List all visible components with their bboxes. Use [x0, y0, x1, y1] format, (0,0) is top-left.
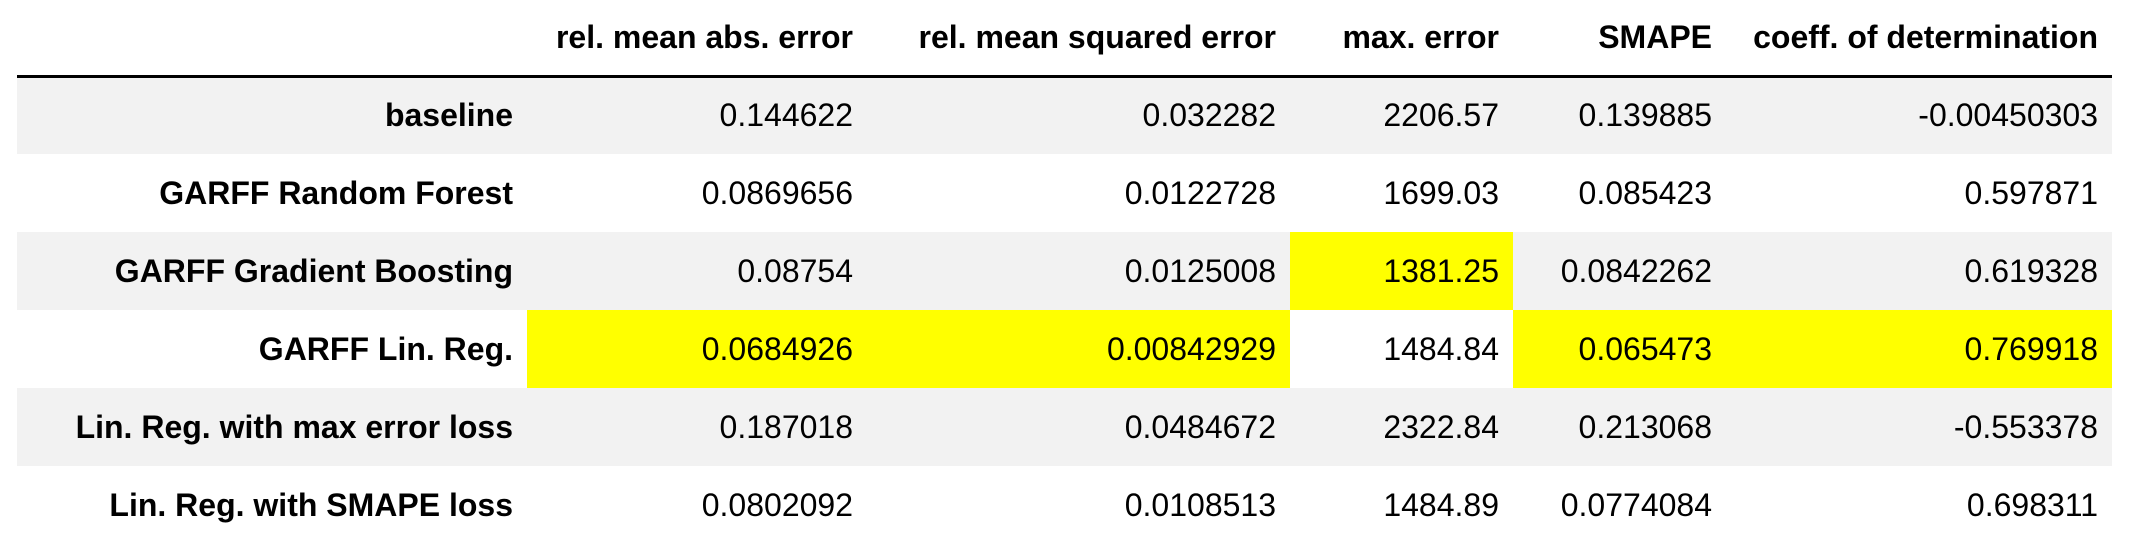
table-cell: 0.08754: [527, 232, 867, 310]
table-cell: 1699.03: [1290, 154, 1513, 232]
header-cell-max-error: max. error: [1290, 0, 1513, 78]
row-label: baseline: [17, 76, 527, 154]
table-cell: 0.032282: [867, 76, 1290, 154]
table-row: Lin. Reg. with max error loss 0.187018 0…: [17, 388, 2112, 466]
table-cell: -0.00450303: [1726, 76, 2112, 154]
table-cell: 0.0802092: [527, 466, 867, 544]
table-cell: 0.0122728: [867, 154, 1290, 232]
table-cell: 0.085423: [1513, 154, 1726, 232]
table-row: baseline 0.144622 0.032282 2206.57 0.139…: [17, 76, 2112, 154]
table-cell: 0.0774084: [1513, 466, 1726, 544]
table-body: baseline 0.144622 0.032282 2206.57 0.139…: [17, 76, 2112, 544]
table-cell: 1381.25: [1290, 232, 1513, 310]
table-row: GARFF Lin. Reg. 0.0684926 0.00842929 148…: [17, 310, 2112, 388]
header-row: rel. mean abs. error rel. mean squared e…: [17, 0, 2112, 78]
table-cell: 0.0484672: [867, 388, 1290, 466]
table-cell: 0.065473: [1513, 310, 1726, 388]
table-header: rel. mean abs. error rel. mean squared e…: [17, 0, 2112, 78]
row-label: GARFF Gradient Boosting: [17, 232, 527, 310]
header-cell-coeff-of-determination: coeff. of determination: [1726, 0, 2112, 78]
table-cell: 1484.84: [1290, 310, 1513, 388]
table-cell: 0.597871: [1726, 154, 2112, 232]
table-cell: 0.139885: [1513, 76, 1726, 154]
table-cell: 0.0108513: [867, 466, 1290, 544]
header-cell-rel-mean-squared-error: rel. mean squared error: [867, 0, 1290, 78]
metrics-table: rel. mean abs. error rel. mean squared e…: [17, 0, 2112, 544]
header-cell-rel-mean-abs-error: rel. mean abs. error: [527, 0, 867, 78]
table-cell: 0.213068: [1513, 388, 1726, 466]
table-cell: 0.187018: [527, 388, 867, 466]
table-cell: 1484.89: [1290, 466, 1513, 544]
table-cell: 0.0125008: [867, 232, 1290, 310]
table-cell: 0.144622: [527, 76, 867, 154]
table-cell: 0.619328: [1726, 232, 2112, 310]
table-cell: 0.0684926: [527, 310, 867, 388]
header-cell-smape: SMAPE: [1513, 0, 1726, 78]
row-label: Lin. Reg. with SMAPE loss: [17, 466, 527, 544]
row-label: GARFF Lin. Reg.: [17, 310, 527, 388]
table-cell: 0.00842929: [867, 310, 1290, 388]
header-cell-index: [17, 0, 527, 78]
table-row: GARFF Random Forest 0.0869656 0.0122728 …: [17, 154, 2112, 232]
table-cell: 0.698311: [1726, 466, 2112, 544]
row-label: Lin. Reg. with max error loss: [17, 388, 527, 466]
table-row: GARFF Gradient Boosting 0.08754 0.012500…: [17, 232, 2112, 310]
row-label: GARFF Random Forest: [17, 154, 527, 232]
table-cell: -0.553378: [1726, 388, 2112, 466]
table-cell: 2206.57: [1290, 76, 1513, 154]
table-cell: 0.0869656: [527, 154, 867, 232]
table-cell: 2322.84: [1290, 388, 1513, 466]
table-row: Lin. Reg. with SMAPE loss 0.0802092 0.01…: [17, 466, 2112, 544]
table-cell: 0.769918: [1726, 310, 2112, 388]
table-cell: 0.0842262: [1513, 232, 1726, 310]
